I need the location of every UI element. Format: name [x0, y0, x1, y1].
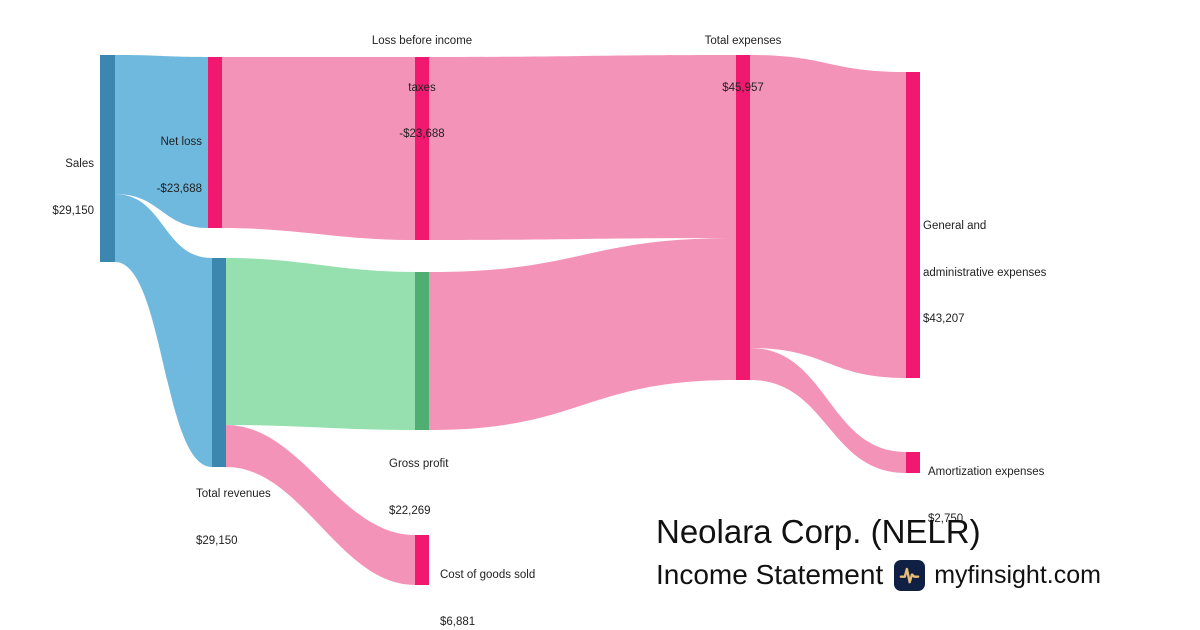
node-cost-of-goods-sold[interactable] — [415, 535, 429, 585]
sankey-nodes — [100, 55, 920, 585]
node-sales[interactable] — [100, 55, 115, 262]
sankey-links — [115, 55, 906, 585]
company-title: Neolara Corp. (NELR) — [656, 513, 981, 550]
website-label: myfinsight.com — [934, 561, 1101, 589]
link-total-revenues-to-gross-profit — [226, 258, 415, 430]
node-net-loss[interactable] — [208, 57, 222, 228]
link-total-expenses-to-gna — [750, 55, 906, 378]
node-total-revenues[interactable] — [212, 258, 226, 467]
node-gross-profit[interactable] — [415, 272, 429, 430]
statement-subtitle: Income Statement — [656, 559, 884, 590]
branding-block: Neolara Corp. (NELR) Income Statement my… — [656, 512, 1116, 592]
link-loss-before-taxes-to-total-expenses — [429, 55, 736, 240]
link-sales-to-total-revenues — [115, 194, 212, 467]
node-loss-before-taxes[interactable] — [415, 57, 429, 240]
link-net-loss-to-loss-before-taxes — [222, 57, 415, 240]
pulse-wave-icon — [899, 567, 920, 583]
node-amortization-expenses[interactable] — [906, 452, 920, 473]
link-total-expenses-to-amortization — [750, 348, 906, 473]
myfinsight-logo-icon — [894, 559, 926, 591]
link-gross-profit-to-total-expenses — [429, 238, 736, 430]
link-total-revenues-to-cogs — [226, 425, 415, 585]
node-total-expenses[interactable] — [736, 55, 750, 380]
node-gna-expenses[interactable] — [906, 72, 920, 378]
branding-row: Income Statement myfinsight.com — [656, 558, 1116, 592]
link-sales-to-net-loss — [115, 55, 208, 228]
